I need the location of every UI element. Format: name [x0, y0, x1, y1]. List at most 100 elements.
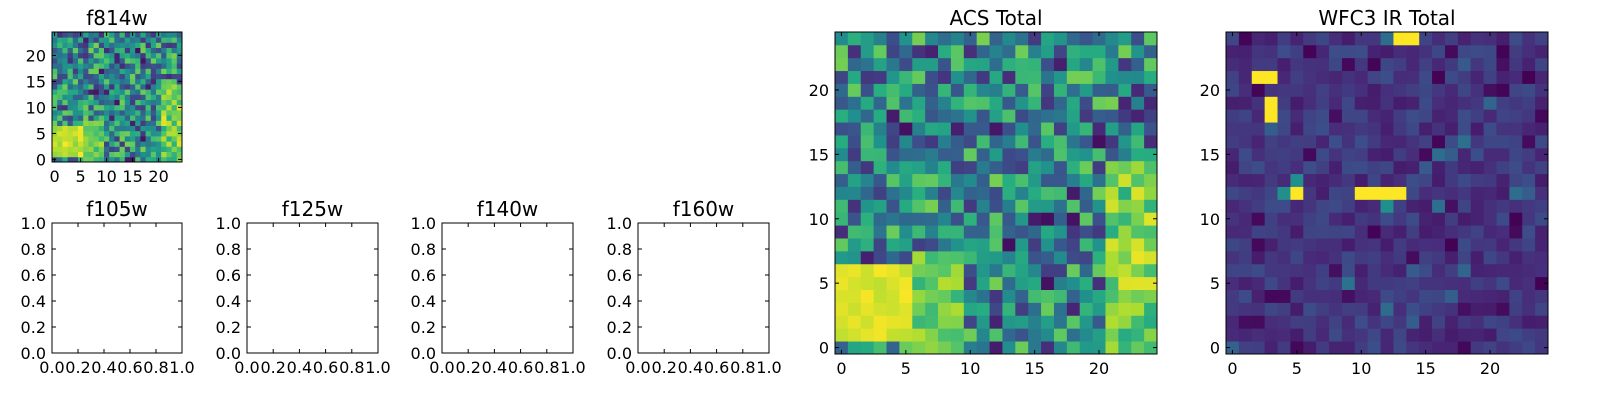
heatmap-cell — [1144, 147, 1158, 162]
heatmap-cell — [1105, 83, 1119, 97]
heatmap-cell — [1470, 44, 1484, 59]
heatmap-cell — [1329, 96, 1343, 110]
heatmap-cell — [1316, 70, 1330, 84]
heatmap-cell — [950, 302, 965, 316]
heatmap-cell — [1092, 199, 1106, 213]
heatmap-cell — [1079, 328, 1093, 342]
heatmap-cell — [1316, 147, 1330, 162]
heatmap-cell — [963, 83, 978, 97]
heatmap-cell — [67, 63, 74, 69]
heatmap-cell — [1316, 276, 1330, 290]
heatmap-cell — [104, 84, 110, 90]
x-tick-label: 0.6 — [313, 358, 338, 377]
heatmap-cell — [1470, 109, 1484, 123]
heatmap-cell — [156, 42, 162, 48]
heatmap-cell — [124, 47, 131, 54]
heatmap-cell — [1329, 135, 1343, 149]
heatmap-cell — [976, 160, 990, 175]
heatmap-cell — [1470, 289, 1484, 303]
heatmap-cell — [1015, 276, 1029, 290]
heatmap-cell — [1380, 341, 1394, 355]
heatmap-cell — [1522, 315, 1536, 329]
heatmap-cell — [1470, 276, 1484, 290]
heatmap-cell — [145, 104, 152, 111]
heatmap-cell — [98, 104, 105, 111]
heatmap-cell — [124, 52, 131, 59]
heatmap-cell — [1419, 186, 1433, 200]
heatmap-cell — [1002, 341, 1016, 355]
heatmap-cell — [124, 78, 131, 85]
heatmap-cell — [1238, 289, 1253, 303]
heatmap-cell — [1226, 109, 1240, 123]
heatmap-cell — [873, 122, 887, 136]
heatmap-cell — [1380, 70, 1394, 84]
heatmap-cell — [938, 122, 952, 136]
heatmap-cell — [150, 73, 157, 80]
heatmap-cell — [166, 84, 172, 90]
heatmap-cell — [1329, 70, 1343, 84]
heatmap-cell — [1041, 44, 1055, 59]
heatmap-cell — [1226, 122, 1240, 136]
heatmap-cell — [1144, 289, 1158, 303]
heatmap-cell — [950, 225, 965, 239]
heatmap-cell — [114, 99, 120, 106]
heatmap-cell — [976, 315, 990, 329]
heatmap-cell — [873, 32, 887, 46]
heatmap-cell — [1329, 276, 1343, 290]
heatmap-cell — [1354, 302, 1369, 316]
heatmap-cell — [104, 94, 110, 100]
y-tick-label: 1.0 — [21, 214, 46, 233]
heatmap-cell — [1131, 302, 1145, 316]
heatmap-cell — [1354, 173, 1369, 187]
heatmap-cell — [1522, 173, 1536, 187]
heatmap-cell — [1303, 276, 1317, 290]
heatmap-cell — [1251, 122, 1266, 136]
heatmap-cell — [1303, 122, 1317, 136]
heatmap-cell — [104, 120, 110, 126]
heatmap-cell — [1118, 83, 1132, 97]
heatmap-cell — [1144, 83, 1158, 97]
heatmap-cell — [1028, 122, 1042, 136]
heatmap-cell — [1277, 225, 1291, 239]
heatmap-cell — [1329, 122, 1343, 136]
heatmap-cell — [1406, 199, 1420, 213]
heatmap-cell — [1264, 96, 1278, 110]
heatmap-cell — [124, 94, 131, 100]
heatmap-cell — [1535, 96, 1549, 110]
heatmap-cell — [1316, 225, 1330, 239]
heatmap-cell — [72, 63, 79, 69]
heatmap-cell — [1470, 173, 1484, 187]
heatmap-cell — [1053, 122, 1068, 136]
heatmap-cell — [1432, 32, 1446, 46]
heatmap-cell — [57, 32, 63, 38]
heatmap-cell — [1483, 135, 1497, 149]
heatmap-cell — [1470, 238, 1484, 252]
heatmap-cell — [114, 110, 120, 116]
heatmap-cell — [145, 130, 152, 137]
heatmap-cell — [1105, 147, 1119, 162]
heatmap-cell — [1041, 96, 1055, 110]
heatmap-cell — [1341, 109, 1356, 123]
heatmap-cell — [1238, 135, 1253, 149]
heatmap-cell — [1367, 122, 1381, 136]
heatmap-cell — [156, 115, 162, 121]
heatmap-cell — [130, 42, 136, 48]
heatmap-cell — [114, 141, 120, 147]
heatmap-cell — [1002, 57, 1016, 72]
heatmap-cell — [62, 84, 68, 90]
heatmap-cell — [938, 212, 952, 226]
heatmap-cell — [130, 78, 136, 85]
heatmap-cell — [1419, 173, 1433, 187]
heatmap-cell — [1277, 173, 1291, 187]
heatmap-cell — [88, 99, 94, 106]
heatmap-cell — [104, 141, 110, 147]
heatmap-cell — [1457, 70, 1472, 84]
heatmap-cell — [963, 186, 978, 200]
heatmap-cell — [57, 110, 63, 116]
heatmap-cell — [950, 147, 965, 162]
heatmap-cell — [1131, 32, 1145, 46]
heatmap-cell — [1066, 147, 1081, 162]
heatmap-cell — [938, 276, 952, 290]
heatmap-cell — [976, 173, 990, 187]
heatmap-cell — [989, 96, 1003, 110]
